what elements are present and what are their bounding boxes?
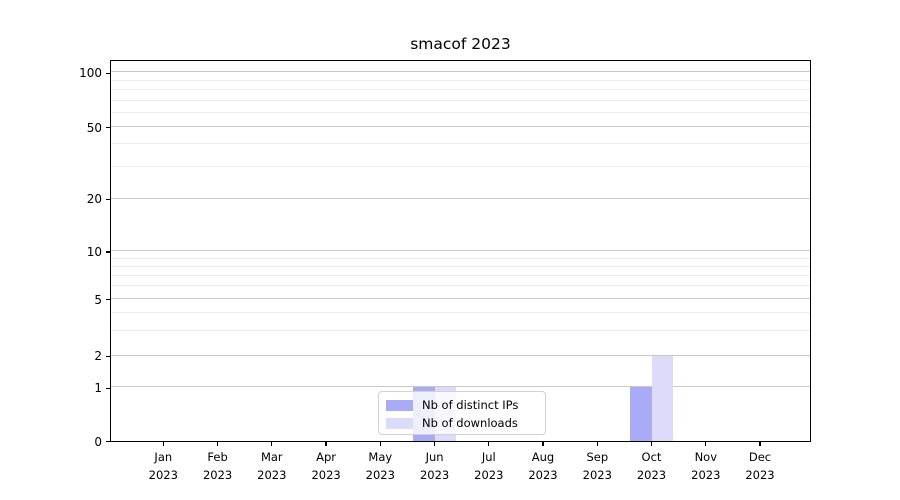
x-tick-label-year: 2023	[257, 467, 287, 482]
x-tick-label-year: 2023	[582, 467, 612, 482]
y-tick-label-5: 5	[94, 292, 102, 307]
x-tick-label-sep: Sep 2023	[569, 449, 625, 484]
x-tick-nov	[705, 442, 707, 446]
x-tick-may	[379, 442, 381, 446]
y-tick-1	[106, 387, 110, 389]
x-tick-label-year: 2023	[202, 467, 233, 482]
gridline-minor	[111, 99, 810, 101]
y-tick-100	[106, 72, 110, 74]
legend-label-downloads: Nb of downloads	[422, 416, 518, 430]
y-tick-0	[106, 441, 110, 443]
gridline-major	[111, 197, 810, 199]
chart-title: smacof 2023	[410, 35, 511, 53]
gridline-major	[111, 250, 810, 252]
x-tick-jan	[162, 442, 164, 446]
y-tick-label-50: 50	[86, 120, 102, 135]
x-tick-label-year: 2023	[419, 467, 450, 482]
y-tick-20	[106, 198, 110, 200]
x-tick-label-apr: Apr 2023	[298, 449, 354, 484]
legend-label-distinct-ips: Nb of distinct IPs	[422, 398, 519, 412]
legend-swatch-distinct-ips	[386, 399, 413, 411]
gridline-major	[111, 126, 810, 127]
x-tick-label-nov: Nov 2023	[678, 449, 734, 484]
gridline-minor	[111, 165, 810, 167]
x-tick-label-jun: Jun 2023	[407, 449, 463, 484]
y-tick-label-1: 1	[94, 381, 102, 396]
gridline-minor	[111, 311, 810, 313]
gridline-minor	[111, 111, 810, 113]
x-tick-label-aug: Aug 2023	[515, 449, 571, 484]
plot-area	[110, 60, 811, 442]
x-tick-label-year: 2023	[691, 467, 721, 482]
y-tick-label-0: 0	[94, 434, 102, 449]
x-tick-label-jul: Jul 2023	[461, 449, 517, 484]
x-tick-label-feb: Feb 2023	[190, 449, 246, 484]
x-tick-aug	[542, 442, 544, 446]
y-tick-5	[106, 299, 110, 301]
bar-oct-downloads	[651, 355, 673, 441]
x-tick-label-year: 2023	[148, 467, 178, 482]
gridline-minor	[111, 88, 810, 90]
x-tick-label-jan: Jan 2023	[135, 449, 191, 484]
x-tick-label-oct: Oct 2023	[624, 449, 680, 484]
x-tick-sep	[596, 442, 598, 446]
x-tick-jul	[488, 442, 490, 446]
legend-swatch-downloads	[386, 417, 413, 429]
x-tick-label-year: 2023	[474, 467, 504, 482]
y-tick-label-100: 100	[79, 66, 102, 81]
y-tick-10	[106, 251, 110, 253]
y-tick-50	[106, 127, 110, 129]
x-tick-mar	[271, 442, 273, 446]
gridline-minor	[111, 329, 810, 331]
x-tick-jun	[433, 442, 436, 446]
x-tick-label-year: 2023	[745, 467, 775, 482]
x-tick-label-dec: Dec 2023	[732, 449, 788, 484]
x-tick-label-mar: Mar 2023	[244, 449, 300, 484]
gridline-major	[111, 297, 810, 299]
gridline-minor	[111, 285, 810, 287]
y-tick-label-20: 20	[86, 192, 102, 207]
gridline-minor	[111, 257, 810, 259]
x-tick-label-year: 2023	[636, 467, 667, 482]
y-tick-label-2: 2	[94, 349, 102, 364]
legend-row: Nb of downloads	[386, 414, 537, 432]
legend-row: Nb of distinct IPs	[386, 396, 537, 414]
x-tick-oct	[650, 442, 653, 446]
y-tick-2	[106, 355, 110, 357]
gridline-minor	[111, 274, 810, 276]
x-tick-apr	[325, 442, 327, 446]
plot-canvas	[111, 61, 810, 441]
gridline-major	[111, 354, 810, 356]
x-tick-dec	[759, 442, 761, 446]
gridline-minor	[111, 143, 810, 145]
x-tick-feb	[217, 442, 219, 446]
gridline-major	[111, 71, 810, 73]
x-tick-label-year: 2023	[311, 467, 341, 482]
gridline-minor	[111, 79, 810, 81]
x-tick-label-year: 2023	[528, 467, 558, 482]
gridline-minor	[111, 265, 810, 267]
x-tick-label-may: May 2023	[352, 449, 408, 484]
gridline-major	[111, 386, 810, 388]
x-tick-label-year: 2023	[365, 467, 395, 482]
y-tick-label-10: 10	[86, 245, 102, 259]
bar-oct-ips	[630, 387, 652, 441]
legend: Nb of distinct IPs Nb of downloads	[378, 391, 546, 435]
